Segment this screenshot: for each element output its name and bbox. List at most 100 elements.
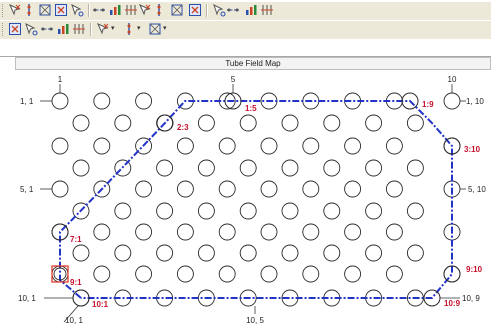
tube[interactable] xyxy=(176,180,194,198)
tube[interactable] xyxy=(114,202,132,220)
link-icon[interactable] xyxy=(148,22,162,36)
tube[interactable] xyxy=(302,223,320,241)
tube[interactable] xyxy=(323,114,341,132)
tube[interactable] xyxy=(281,202,299,220)
tube[interactable] xyxy=(406,159,424,177)
tube[interactable] xyxy=(302,265,320,283)
spread-vertical-icon[interactable] xyxy=(152,3,166,17)
tube[interactable] xyxy=(156,244,174,262)
tube[interactable] xyxy=(344,223,362,241)
tube[interactable] xyxy=(239,159,257,177)
tube[interactable] xyxy=(218,265,236,283)
tube[interactable] xyxy=(176,265,194,283)
tube[interactable] xyxy=(135,180,153,198)
select-box-icon[interactable] xyxy=(54,3,68,17)
select-tube-icon[interactable] xyxy=(8,3,22,17)
tube[interactable] xyxy=(365,114,383,132)
tube[interactable] xyxy=(344,180,362,198)
tube[interactable] xyxy=(385,137,403,155)
tube[interactable] xyxy=(176,223,194,241)
tube[interactable] xyxy=(156,202,174,220)
tube[interactable] xyxy=(114,114,132,132)
align-top-icon[interactable] xyxy=(226,3,240,17)
table-icon[interactable] xyxy=(188,3,202,17)
spread-horizontal-icon[interactable] xyxy=(138,3,152,17)
layout-a-icon[interactable] xyxy=(8,22,22,36)
tube[interactable] xyxy=(93,137,111,155)
chevron-down-icon[interactable]: ▾ xyxy=(137,25,141,32)
tube[interactable] xyxy=(406,114,424,132)
tube[interactable] xyxy=(218,180,236,198)
select-row-icon[interactable] xyxy=(38,3,52,17)
tube[interactable] xyxy=(281,159,299,177)
tube[interactable] xyxy=(302,180,320,198)
chart-icon[interactable] xyxy=(170,3,184,17)
layout-b-icon[interactable] xyxy=(24,22,38,36)
tube[interactable] xyxy=(281,114,299,132)
tube[interactable] xyxy=(156,159,174,177)
tube[interactable] xyxy=(197,244,215,262)
layout-d-icon[interactable] xyxy=(56,22,70,36)
tube[interactable] xyxy=(365,202,383,220)
align-right-icon[interactable] xyxy=(260,3,274,17)
path-tube[interactable] xyxy=(51,223,69,241)
tube[interactable] xyxy=(443,92,461,110)
tube[interactable] xyxy=(72,159,90,177)
chevron-down-icon[interactable]: ▾ xyxy=(111,25,115,32)
tube[interactable] xyxy=(260,137,278,155)
tube[interactable] xyxy=(135,223,153,241)
tube[interactable] xyxy=(239,244,257,262)
selected-tube[interactable] xyxy=(53,267,67,281)
tube-field-map[interactable]: 1:5 1:9 2:3 3:10 7:1 9:1 9:10 10:1 10:9 1 5 10 1, 1 1… xyxy=(0,70,491,326)
tube[interactable] xyxy=(114,244,132,262)
align-left-icon[interactable] xyxy=(244,3,258,17)
tube[interactable] xyxy=(72,244,90,262)
tube[interactable] xyxy=(260,223,278,241)
tube[interactable] xyxy=(176,137,194,155)
tube[interactable] xyxy=(406,202,424,220)
tube[interactable] xyxy=(260,180,278,198)
tube[interactable] xyxy=(365,159,383,177)
tube[interactable] xyxy=(385,180,403,198)
align-bottom-icon[interactable] xyxy=(212,3,226,17)
tube[interactable] xyxy=(51,137,69,155)
tube[interactable] xyxy=(385,265,403,283)
selected-tube-marker[interactable] xyxy=(51,265,69,283)
tube[interactable] xyxy=(197,159,215,177)
tube[interactable] xyxy=(406,244,424,262)
path-add-icon[interactable] xyxy=(108,3,122,17)
layout-e-icon[interactable] xyxy=(72,22,86,36)
tube[interactable] xyxy=(72,114,90,132)
tube[interactable] xyxy=(302,137,320,155)
tube[interactable] xyxy=(135,265,153,283)
tube[interactable] xyxy=(385,223,403,241)
path-mark-icon[interactable] xyxy=(124,3,138,17)
tube[interactable] xyxy=(93,92,111,110)
tube[interactable] xyxy=(135,92,153,110)
layout-c-icon[interactable] xyxy=(40,22,54,36)
tube[interactable] xyxy=(323,202,341,220)
path-select-icon[interactable] xyxy=(92,3,106,17)
tube[interactable] xyxy=(51,92,69,110)
select-region-icon[interactable] xyxy=(70,3,84,17)
tube[interactable] xyxy=(239,114,257,132)
path-tube[interactable] xyxy=(401,92,419,110)
tube[interactable] xyxy=(344,265,362,283)
tube[interactable] xyxy=(365,244,383,262)
zoom-icon[interactable] xyxy=(96,22,110,36)
toolbar-grip[interactable] xyxy=(2,23,6,36)
path-tube[interactable] xyxy=(156,114,174,132)
tube[interactable] xyxy=(218,223,236,241)
chevron-down-icon[interactable]: ▾ xyxy=(163,25,167,32)
path-tube[interactable] xyxy=(443,265,461,283)
tube[interactable] xyxy=(51,180,69,198)
tube[interactable] xyxy=(93,223,111,241)
tube[interactable] xyxy=(93,265,111,283)
tube[interactable] xyxy=(260,265,278,283)
select-column-icon[interactable] xyxy=(22,3,36,17)
tube[interactable] xyxy=(239,202,257,220)
tube[interactable] xyxy=(218,137,236,155)
tube[interactable] xyxy=(197,114,215,132)
tube[interactable] xyxy=(197,202,215,220)
tube[interactable] xyxy=(323,244,341,262)
